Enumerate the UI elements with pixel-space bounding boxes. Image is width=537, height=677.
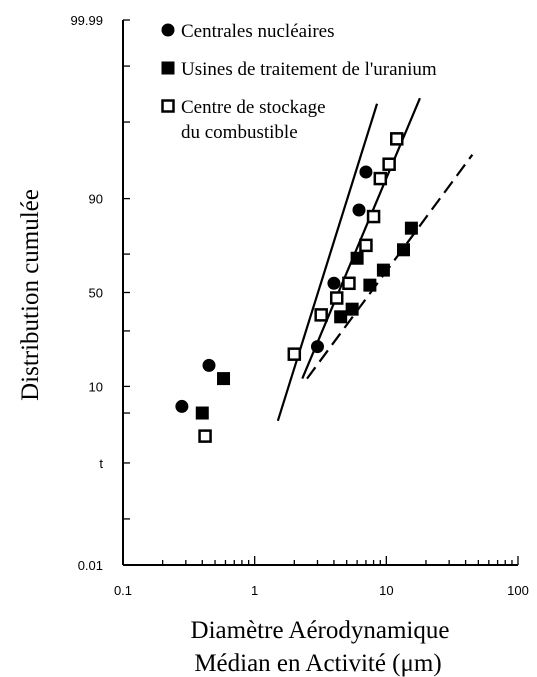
data-point (373, 171, 388, 186)
data-point (345, 302, 359, 316)
data-point (327, 276, 341, 290)
y-tick-label: t (99, 456, 103, 471)
y-tick-label: 0.01 (78, 558, 103, 573)
legend-marker (161, 61, 175, 75)
x-axis-label-line-2: Médian en Activité (μm) (194, 650, 441, 677)
data-point (382, 157, 396, 171)
data-point (404, 221, 418, 235)
data-point (198, 429, 212, 443)
legend-marker (161, 23, 175, 37)
x-tick-label: 1 (251, 583, 258, 598)
y-tick-label: 50 (89, 286, 103, 301)
x-tick-label: 100 (507, 583, 529, 598)
y-tick-label: 10 (89, 379, 103, 394)
data-point (359, 238, 373, 253)
data-point (175, 399, 189, 413)
data-point (329, 291, 344, 305)
y-tick-label: 99.99 (70, 13, 103, 28)
y-tick-label: 90 (89, 192, 103, 207)
data-point (310, 340, 324, 354)
data-point (396, 243, 410, 257)
fit-lines (276, 97, 474, 422)
data-points (175, 132, 418, 443)
data-point (390, 132, 404, 146)
data-point (334, 310, 348, 324)
x-tick-label: 0.1 (114, 583, 132, 598)
fit-line (276, 103, 379, 422)
data-point (217, 372, 231, 386)
data-point (195, 406, 209, 420)
data-point (359, 165, 373, 179)
legend: Centrales nucléaires Usines de traitement… (161, 21, 437, 143)
x-axis-label-line-1: Diamètre Aérodynamique (191, 617, 450, 644)
legend-label: Usines de traitement de l'uranium (181, 59, 437, 80)
data-point (202, 358, 216, 372)
data-point (366, 209, 381, 224)
data-point (287, 347, 302, 361)
legend-marker (161, 99, 175, 113)
legend-label: Centrales nucléaires (181, 21, 335, 42)
legend-label: Centre de stockage (181, 97, 326, 118)
data-point (314, 308, 328, 322)
x-tick-label: 10 (379, 583, 393, 598)
data-point (342, 276, 356, 291)
data-point (350, 251, 364, 265)
plot-axes: 0.1 1 10 100 0.01 t 10 50 90 99.99 (70, 13, 528, 598)
data-point (363, 278, 377, 292)
y-axis-label: Distribution cumulée (17, 189, 44, 401)
legend-label: du combustible (181, 122, 298, 143)
data-point (376, 263, 390, 277)
data-point (352, 203, 366, 217)
